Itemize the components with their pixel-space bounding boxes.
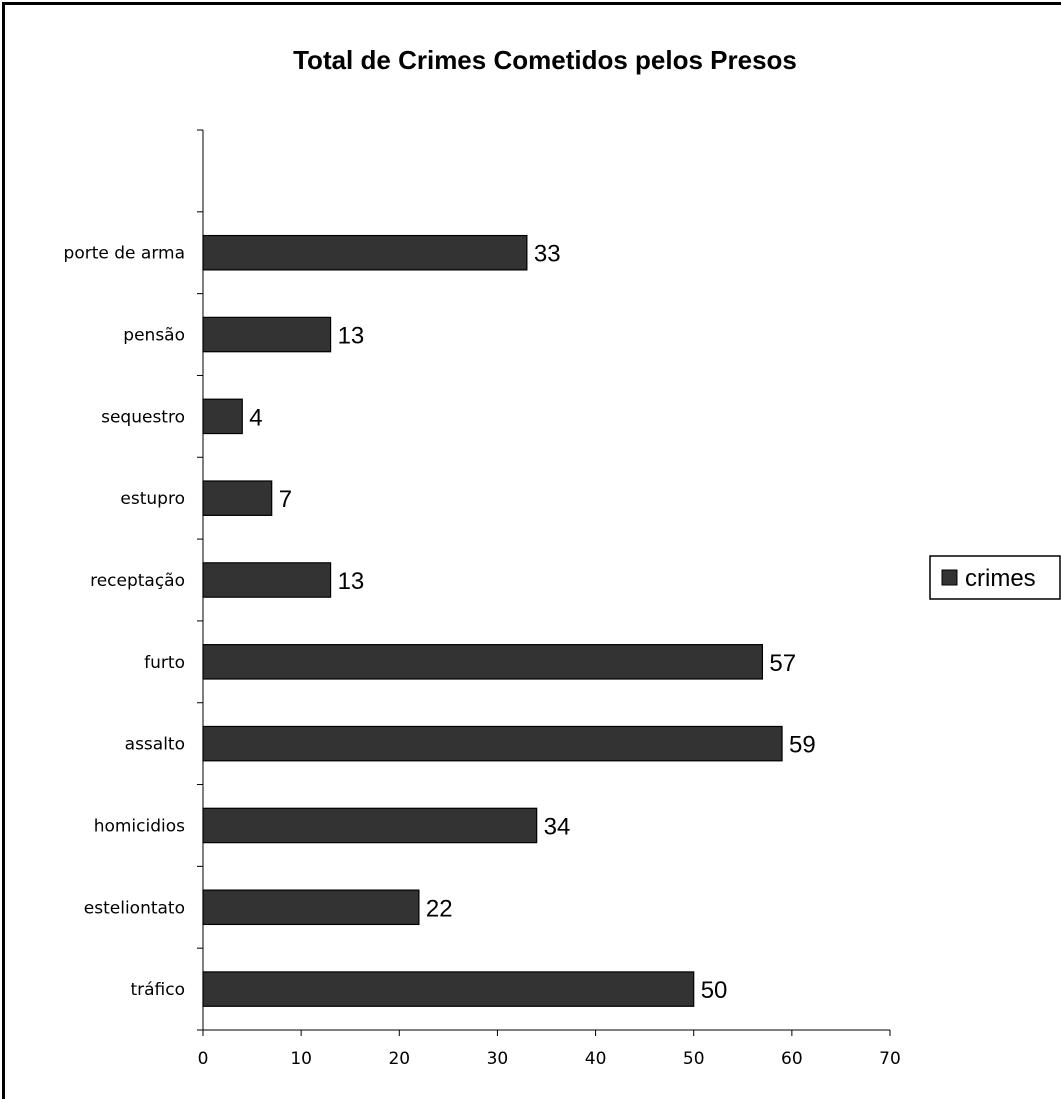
x-tick-label: 70 — [879, 1049, 901, 1069]
bar — [202, 889, 420, 926]
category-label: pensão — [123, 326, 185, 346]
bar — [202, 562, 332, 598]
x-tick-label: 60 — [781, 1049, 803, 1069]
category-label: furto — [144, 653, 185, 673]
bar — [202, 398, 243, 435]
x-tick-label: 50 — [683, 1049, 705, 1069]
data-label: 22 — [426, 895, 453, 922]
x-tick-label: 10 — [290, 1049, 312, 1069]
legend-swatch — [941, 569, 958, 586]
data-label: 4 — [249, 404, 262, 431]
bar — [202, 725, 783, 762]
legend-label: crimes — [965, 565, 1036, 592]
category-label: porte de arma — [64, 244, 185, 264]
data-label: 50 — [701, 977, 728, 1004]
category-label: receptação — [90, 571, 185, 591]
bar — [202, 234, 528, 271]
category-label: estupro — [120, 489, 185, 509]
x-tick-label: 20 — [388, 1049, 410, 1069]
data-label: 13 — [338, 568, 365, 595]
data-label: 33 — [534, 241, 561, 268]
x-tick-label: 0 — [198, 1049, 209, 1069]
category-label: sequestro — [101, 407, 185, 427]
legend: crimes — [929, 555, 1061, 600]
category-label: homicidios — [94, 816, 185, 836]
x-tick-label: 30 — [487, 1049, 509, 1069]
data-label: 7 — [279, 486, 292, 513]
bar — [202, 480, 273, 516]
data-label: 13 — [338, 323, 365, 350]
plot-area: 0 10 20 30 40 50 60 70 tráfico 50 esteliontato 22 ho… — [64, 129, 901, 1069]
data-label: 59 — [789, 732, 816, 759]
category-label: assalto — [125, 735, 185, 755]
bar — [202, 807, 538, 844]
data-label: 57 — [769, 650, 796, 677]
bar — [202, 644, 764, 680]
category-label: tráfico — [130, 980, 185, 1000]
chart-title: Total de Crimes Cometidos pelos Presos — [293, 45, 797, 75]
bar — [202, 971, 695, 1007]
x-tick-label: 40 — [585, 1049, 607, 1069]
category-label: esteliontato — [84, 898, 185, 918]
data-label: 34 — [544, 813, 571, 840]
bar — [202, 316, 332, 353]
